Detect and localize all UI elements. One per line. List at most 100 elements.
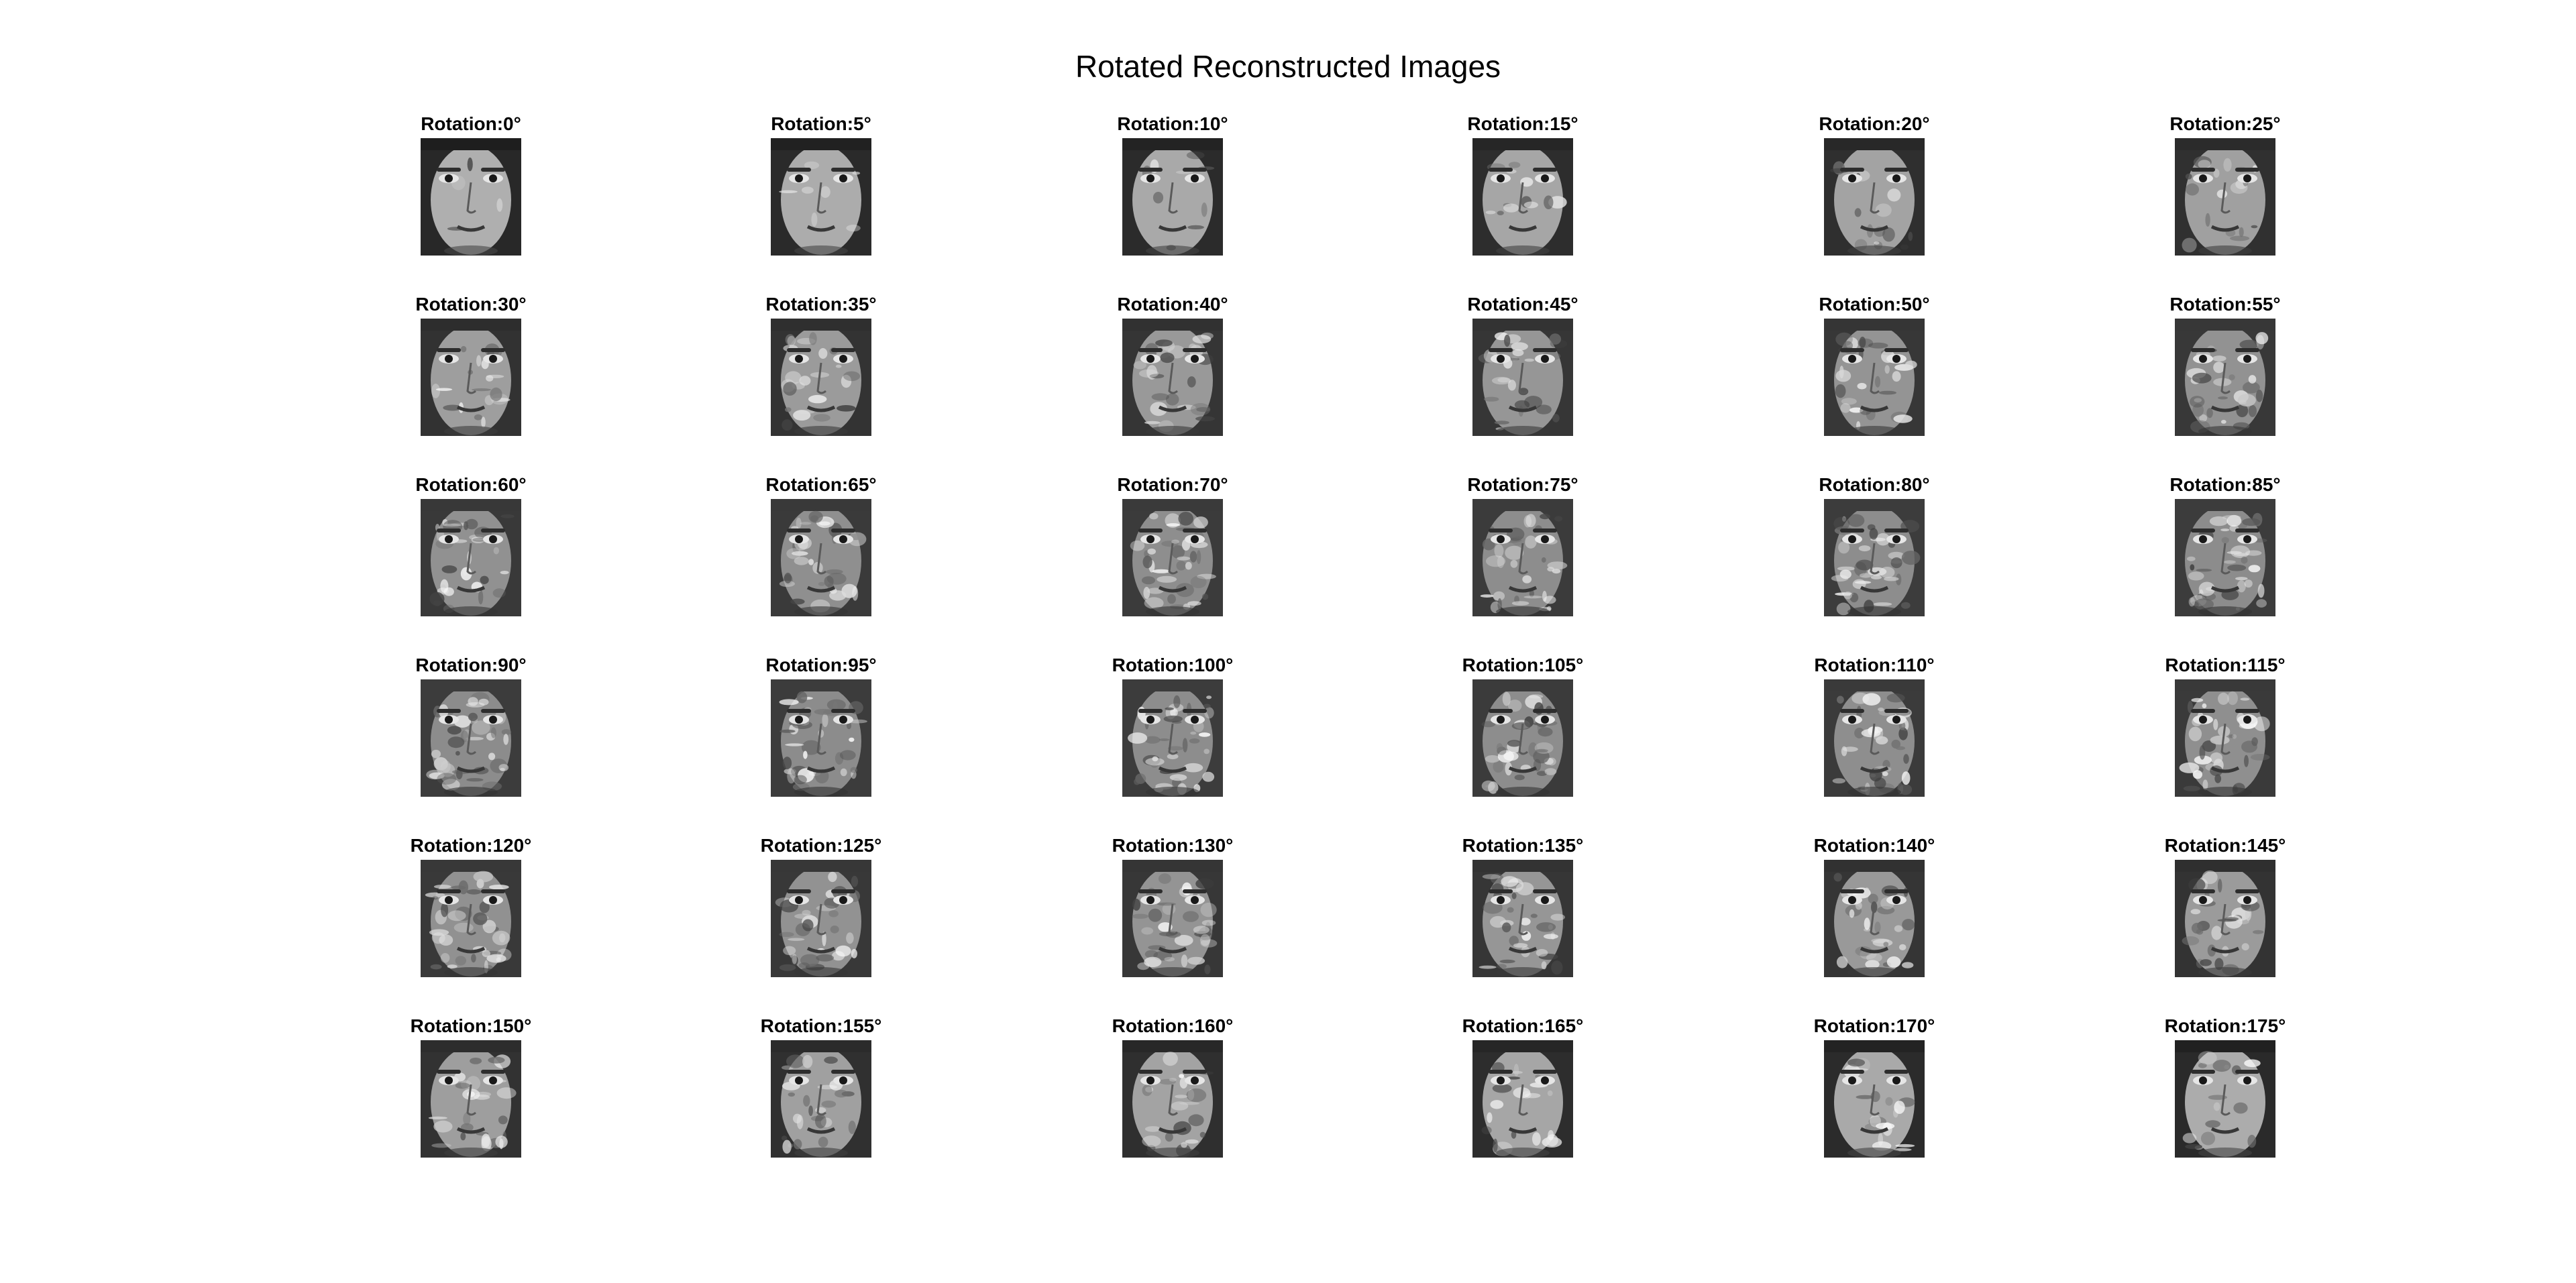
reconstructed-face-image: [771, 499, 871, 616]
subplot-title: Rotation:100°: [1112, 655, 1234, 675]
subplot-title: Rotation:170°: [1813, 1015, 1935, 1036]
subplot-title: Rotation:70°: [1117, 474, 1228, 495]
subplot-title: Rotation:125°: [760, 835, 882, 856]
subplot-title: Rotation:90°: [415, 655, 527, 675]
subplot-title: Rotation:140°: [1813, 835, 1935, 856]
reconstructed-face-image: [1472, 319, 1573, 436]
subplot-panel: Rotation:55°: [2091, 293, 2359, 454]
reconstructed-face-image: [1472, 138, 1573, 256]
subplot-title: Rotation:20°: [1819, 113, 1930, 134]
subplot-panel: Rotation:30°: [337, 293, 605, 454]
reconstructed-face-image: [1122, 499, 1223, 616]
reconstructed-face-image: [421, 860, 521, 977]
reconstructed-face-image: [1472, 860, 1573, 977]
reconstructed-face-image: [1472, 1040, 1573, 1158]
reconstructed-face-image: [1122, 1040, 1223, 1158]
reconstructed-face-image: [1824, 319, 1925, 436]
subplot-panel: Rotation:60°: [337, 473, 605, 634]
reconstructed-face-image: [1122, 138, 1223, 256]
subplot-panel: Rotation:155°: [687, 1015, 955, 1176]
reconstructed-face-image: [1472, 499, 1573, 616]
reconstructed-face-image: [421, 679, 521, 797]
subplot-title: Rotation:165°: [1462, 1015, 1584, 1036]
subplot-title: Rotation:50°: [1819, 294, 1930, 315]
subplot-panel: Rotation:45°: [1389, 293, 1657, 454]
subplot-title: Rotation:80°: [1819, 474, 1930, 495]
subplot-panel: Rotation:40°: [1038, 293, 1307, 454]
subplot-title: Rotation:120°: [410, 835, 532, 856]
subplot-title: Rotation:65°: [765, 474, 877, 495]
reconstructed-face-image: [2175, 1040, 2275, 1158]
subplot-title: Rotation:95°: [765, 655, 877, 675]
reconstructed-face-image: [421, 319, 521, 436]
subplot-panel: Rotation:135°: [1389, 834, 1657, 995]
reconstructed-face-image: [2175, 499, 2275, 616]
subplot-title: Rotation:55°: [2169, 294, 2281, 315]
reconstructed-face-image: [1824, 860, 1925, 977]
subplot-panel: Rotation:100°: [1038, 654, 1307, 815]
subplot-title: Rotation:30°: [415, 294, 527, 315]
subplot-title: Rotation:110°: [1814, 655, 1935, 675]
subplot-title: Rotation:160°: [1112, 1015, 1234, 1036]
subplot-title: Rotation:40°: [1117, 294, 1228, 315]
reconstructed-face-image: [1472, 679, 1573, 797]
subplot-title: Rotation:85°: [2169, 474, 2281, 495]
reconstructed-face-image: [771, 319, 871, 436]
reconstructed-face-image: [1122, 679, 1223, 797]
subplot-panel: Rotation:160°: [1038, 1015, 1307, 1176]
reconstructed-face-image: [771, 1040, 871, 1158]
subplot-title: Rotation:175°: [2164, 1015, 2286, 1036]
subplot-panel: Rotation:110°: [1740, 654, 2008, 815]
subplot-panel: Rotation:20°: [1740, 113, 2008, 274]
subplot-panel: Rotation:75°: [1389, 473, 1657, 634]
subplot-panel: Rotation:25°: [2091, 113, 2359, 274]
reconstructed-face-image: [2175, 679, 2275, 797]
subplot-panel: Rotation:15°: [1389, 113, 1657, 274]
reconstructed-face-image: [771, 679, 871, 797]
subplot-title: Rotation:130°: [1112, 835, 1234, 856]
subplot-panel: Rotation:115°: [2091, 654, 2359, 815]
reconstructed-face-image: [1122, 319, 1223, 436]
subplot-panel: Rotation:85°: [2091, 473, 2359, 634]
subplot-panel: Rotation:165°: [1389, 1015, 1657, 1176]
subplot-panel: Rotation:65°: [687, 473, 955, 634]
subplot-title: Rotation:135°: [1462, 835, 1584, 856]
subplot-title: Rotation:10°: [1117, 113, 1228, 134]
reconstructed-face-image: [1122, 860, 1223, 977]
reconstructed-face-image: [771, 138, 871, 256]
subplot-title: Rotation:105°: [1462, 655, 1584, 675]
subplot-panel: Rotation:150°: [337, 1015, 605, 1176]
reconstructed-face-image: [2175, 138, 2275, 256]
subplot-title: Rotation:150°: [410, 1015, 532, 1036]
subplot-panel: Rotation:175°: [2091, 1015, 2359, 1176]
subplot-panel: Rotation:140°: [1740, 834, 2008, 995]
subplot-panel: Rotation:0°: [337, 113, 605, 274]
subplot-panel: Rotation:145°: [2091, 834, 2359, 995]
reconstructed-face-image: [421, 1040, 521, 1158]
subplot-panel: Rotation:90°: [337, 654, 605, 815]
reconstructed-face-image: [2175, 860, 2275, 977]
subplot-title: Rotation:75°: [1467, 474, 1578, 495]
subplot-title: Rotation:25°: [2169, 113, 2281, 134]
subplot-panel: Rotation:5°: [687, 113, 955, 274]
subplot-panel: Rotation:35°: [687, 293, 955, 454]
subplot-panel: Rotation:170°: [1740, 1015, 2008, 1176]
subplot-panel: Rotation:120°: [337, 834, 605, 995]
subplot-panel: Rotation:50°: [1740, 293, 2008, 454]
reconstructed-face-image: [1824, 138, 1925, 256]
reconstructed-face-image: [1824, 679, 1925, 797]
reconstructed-face-image: [2175, 319, 2275, 436]
subplot-panel: Rotation:95°: [687, 654, 955, 815]
subplot-title: Rotation:60°: [415, 474, 527, 495]
reconstructed-face-image: [771, 860, 871, 977]
subplot-title: Rotation:45°: [1467, 294, 1578, 315]
subplot-title: Rotation:0°: [421, 113, 521, 134]
subplot-title: Rotation:35°: [765, 294, 877, 315]
subplot-panel: Rotation:130°: [1038, 834, 1307, 995]
reconstructed-face-image: [1824, 499, 1925, 616]
subplot-panel: Rotation:10°: [1038, 113, 1307, 274]
subplot-title: Rotation:15°: [1467, 113, 1578, 134]
subplot-panel: Rotation:105°: [1389, 654, 1657, 815]
subplot-title: Rotation:145°: [2164, 835, 2286, 856]
